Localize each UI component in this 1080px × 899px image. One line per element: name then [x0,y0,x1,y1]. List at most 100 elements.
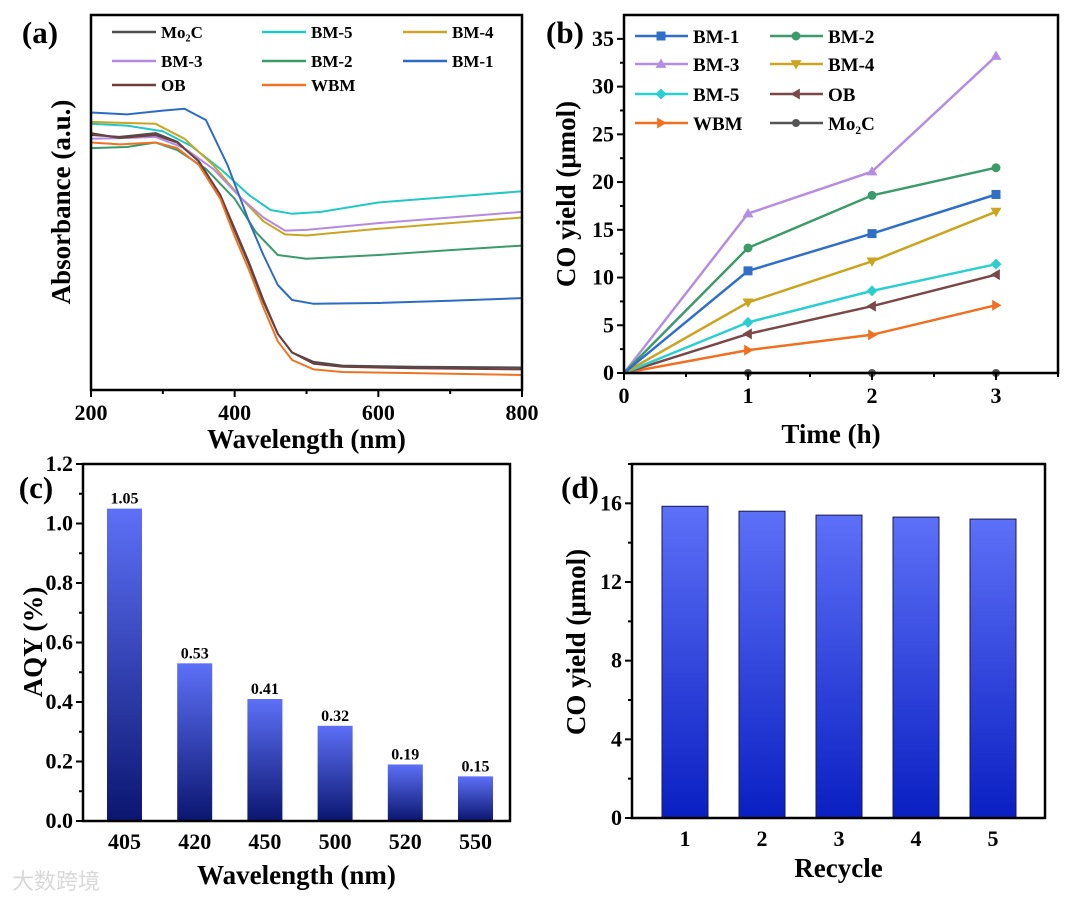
legend-label: WBM [693,114,743,135]
y-tick-label: 0.4 [46,689,74,714]
legend-label: BM-1 [452,52,494,71]
panel-label-d: (d) [561,470,599,505]
panel-a: 200 400 600 800 Wavelength (nm) Absorbance (a… [22,15,539,454]
plot-frame-d [630,462,1047,820]
x-tick-label: 200 [75,400,108,425]
x-tick-label: 4 [911,826,922,851]
marker-triangle-up [990,50,1002,60]
x-axis-title: Recycle [794,853,882,883]
y-tick-label: 4 [611,726,622,751]
marker-circle [791,31,801,41]
x-tick-label: 2 [757,826,768,851]
y-tick-label: 1.2 [46,451,74,476]
y-axis-title: CO yield (μmol) [561,549,591,735]
bar [387,764,423,821]
x-tick-label: 450 [248,829,281,854]
series-wbm [623,299,1002,375]
bar [969,518,1017,819]
plot-frame-c [81,462,512,823]
marker-triangle-down [866,257,878,267]
series-line [623,273,997,375]
marker-triangle-right [657,117,667,129]
bar [247,699,283,821]
x-tick-label: 5 [988,826,999,851]
series-line-bm-5 [90,122,523,215]
legend-label: Mo₂C [828,114,875,135]
x-tick-label: 550 [459,829,492,854]
plot-frame-a [89,13,524,392]
y-tick-label: 10 [592,265,614,290]
legend-label: OB [161,76,186,95]
x-tick-label: 600 [362,400,395,425]
legend-label: BM-4 [452,23,494,42]
y-tick-label: 20 [592,169,614,194]
watermark-logo: 大数跨境 [12,870,100,895]
series-line-ob [90,132,523,371]
series-line [623,193,997,374]
bar-value-label: 0.53 [181,645,209,662]
bar [661,505,709,819]
y-tick-label: 30 [592,74,614,99]
legend-label: BM-1 [693,27,739,48]
series-bm-1 [623,189,1001,374]
x-tick-label: 800 [506,400,539,425]
series-line [623,55,997,374]
legend-label: OB [828,85,856,106]
bar [107,508,142,821]
x-tick-label: 420 [178,829,211,854]
series-line [623,303,997,375]
y-tick-label: 0.2 [46,749,74,774]
marker-triangle-down [742,298,754,308]
legend-label: BM-4 [828,55,875,76]
marker-diamond [990,258,1002,270]
marker-diamond [742,316,754,328]
panel-label-c: (c) [19,470,53,505]
bar [815,514,863,819]
y-tick-label: 35 [592,26,614,51]
x-tick-label: 520 [389,829,422,854]
marker-triangle-up [742,208,754,218]
marker-triangle-right [868,329,878,341]
series-line [623,210,997,375]
bar [317,725,353,821]
marker-triangle-up [655,58,667,68]
panel-label-b: (b) [546,15,584,50]
marker-triangle-down [990,207,1002,218]
x-axis-title: Wavelength (nm) [207,424,406,454]
y-tick-label: 12 [600,569,622,594]
y-tick-label: 1.0 [46,511,74,536]
marker-circle [867,190,877,200]
series-line-bm-1 [90,107,523,305]
x-tick-label: 500 [319,829,352,854]
legend-label: BM-3 [693,55,739,76]
x-tick-label: 400 [218,400,251,425]
x-tick-label: 405 [108,829,141,854]
marker-triangle-right [992,299,1002,311]
legend-label: WBM [311,76,355,95]
series-line [623,262,997,375]
marker-triangle-down [790,60,802,70]
marker-square [656,31,666,41]
series-bm-2 [623,163,1001,374]
y-tick-label: 15 [592,217,614,242]
marker-triangle-left [790,88,800,100]
marker-diamond [866,285,878,297]
marker-triangle-left [990,269,1000,281]
y-tick-label: 0.6 [46,630,74,655]
bar-value-label: 0.41 [251,681,279,698]
y-tick-label: 0 [603,360,614,385]
panel-c: 405 1.05 420 0.53 450 0.41 500 0.32 520 0.19 550 0.… [18,451,493,890]
legend-label: Mo₂C [161,23,203,42]
marker-circle [991,163,1001,173]
marker-triangle-up [866,166,878,176]
bar-value-label: 0.32 [321,708,349,725]
marker-triangle-right [744,344,754,356]
x-tick-label: 3 [834,826,845,851]
marker-diamond [655,88,667,100]
x-axis-title: Time (h) [781,419,880,449]
y-tick-label: 0.8 [46,570,74,595]
y-tick-label: 25 [592,121,614,146]
